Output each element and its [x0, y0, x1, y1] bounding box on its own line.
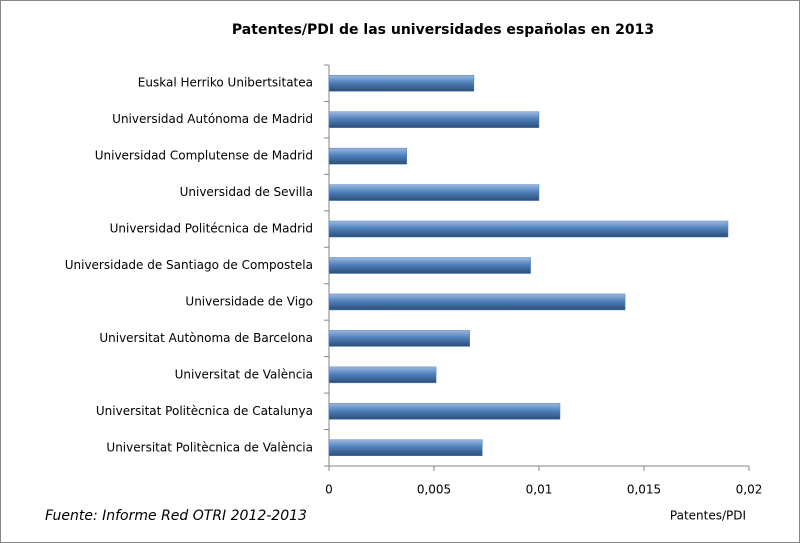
bar — [329, 75, 474, 91]
y-tick-label: Universidade de Santiago de Compostela — [65, 258, 313, 272]
bar — [329, 148, 407, 164]
y-tick-label: Universitat de València — [175, 367, 313, 381]
bar — [329, 440, 482, 456]
y-tick-label: Euskal Herriko Unibertsitatea — [138, 76, 313, 90]
bar — [329, 367, 436, 383]
x-axis-label: Patentes/PDI — [670, 509, 746, 523]
bar — [329, 258, 531, 274]
bar — [329, 403, 560, 419]
x-tick-label: 0,01 — [526, 483, 553, 497]
y-tick-label: Universidad Complutense de Madrid — [95, 149, 313, 163]
y-tick-label: Universitat Autònoma de Barcelona — [99, 331, 313, 345]
y-tick-label: Universitat Politècnica de València — [106, 440, 313, 454]
y-tick-label: Universitat Politècnica de Catalunya — [96, 404, 313, 418]
x-tick-label: 0,02 — [736, 483, 763, 497]
chart-title: Patentes/PDI de las universidades españo… — [232, 22, 654, 38]
x-tick-label: 0,015 — [627, 483, 661, 497]
bar — [329, 221, 728, 237]
x-tick-label: 0,005 — [417, 483, 451, 497]
source-note: Fuente: Informe Red OTRI 2012-2013 — [45, 508, 307, 524]
y-tick-label: Universidad Politécnica de Madrid — [110, 222, 313, 236]
bar — [329, 294, 625, 310]
y-tick-label: Universidad de Sevilla — [180, 185, 313, 199]
bar — [329, 112, 539, 128]
bar — [329, 330, 470, 346]
y-tick-label: Universidade de Vigo — [185, 294, 313, 308]
bar — [329, 185, 539, 201]
x-tick-label: 0 — [325, 483, 333, 497]
y-tick-label: Universidad Autónoma de Madrid — [112, 112, 313, 126]
